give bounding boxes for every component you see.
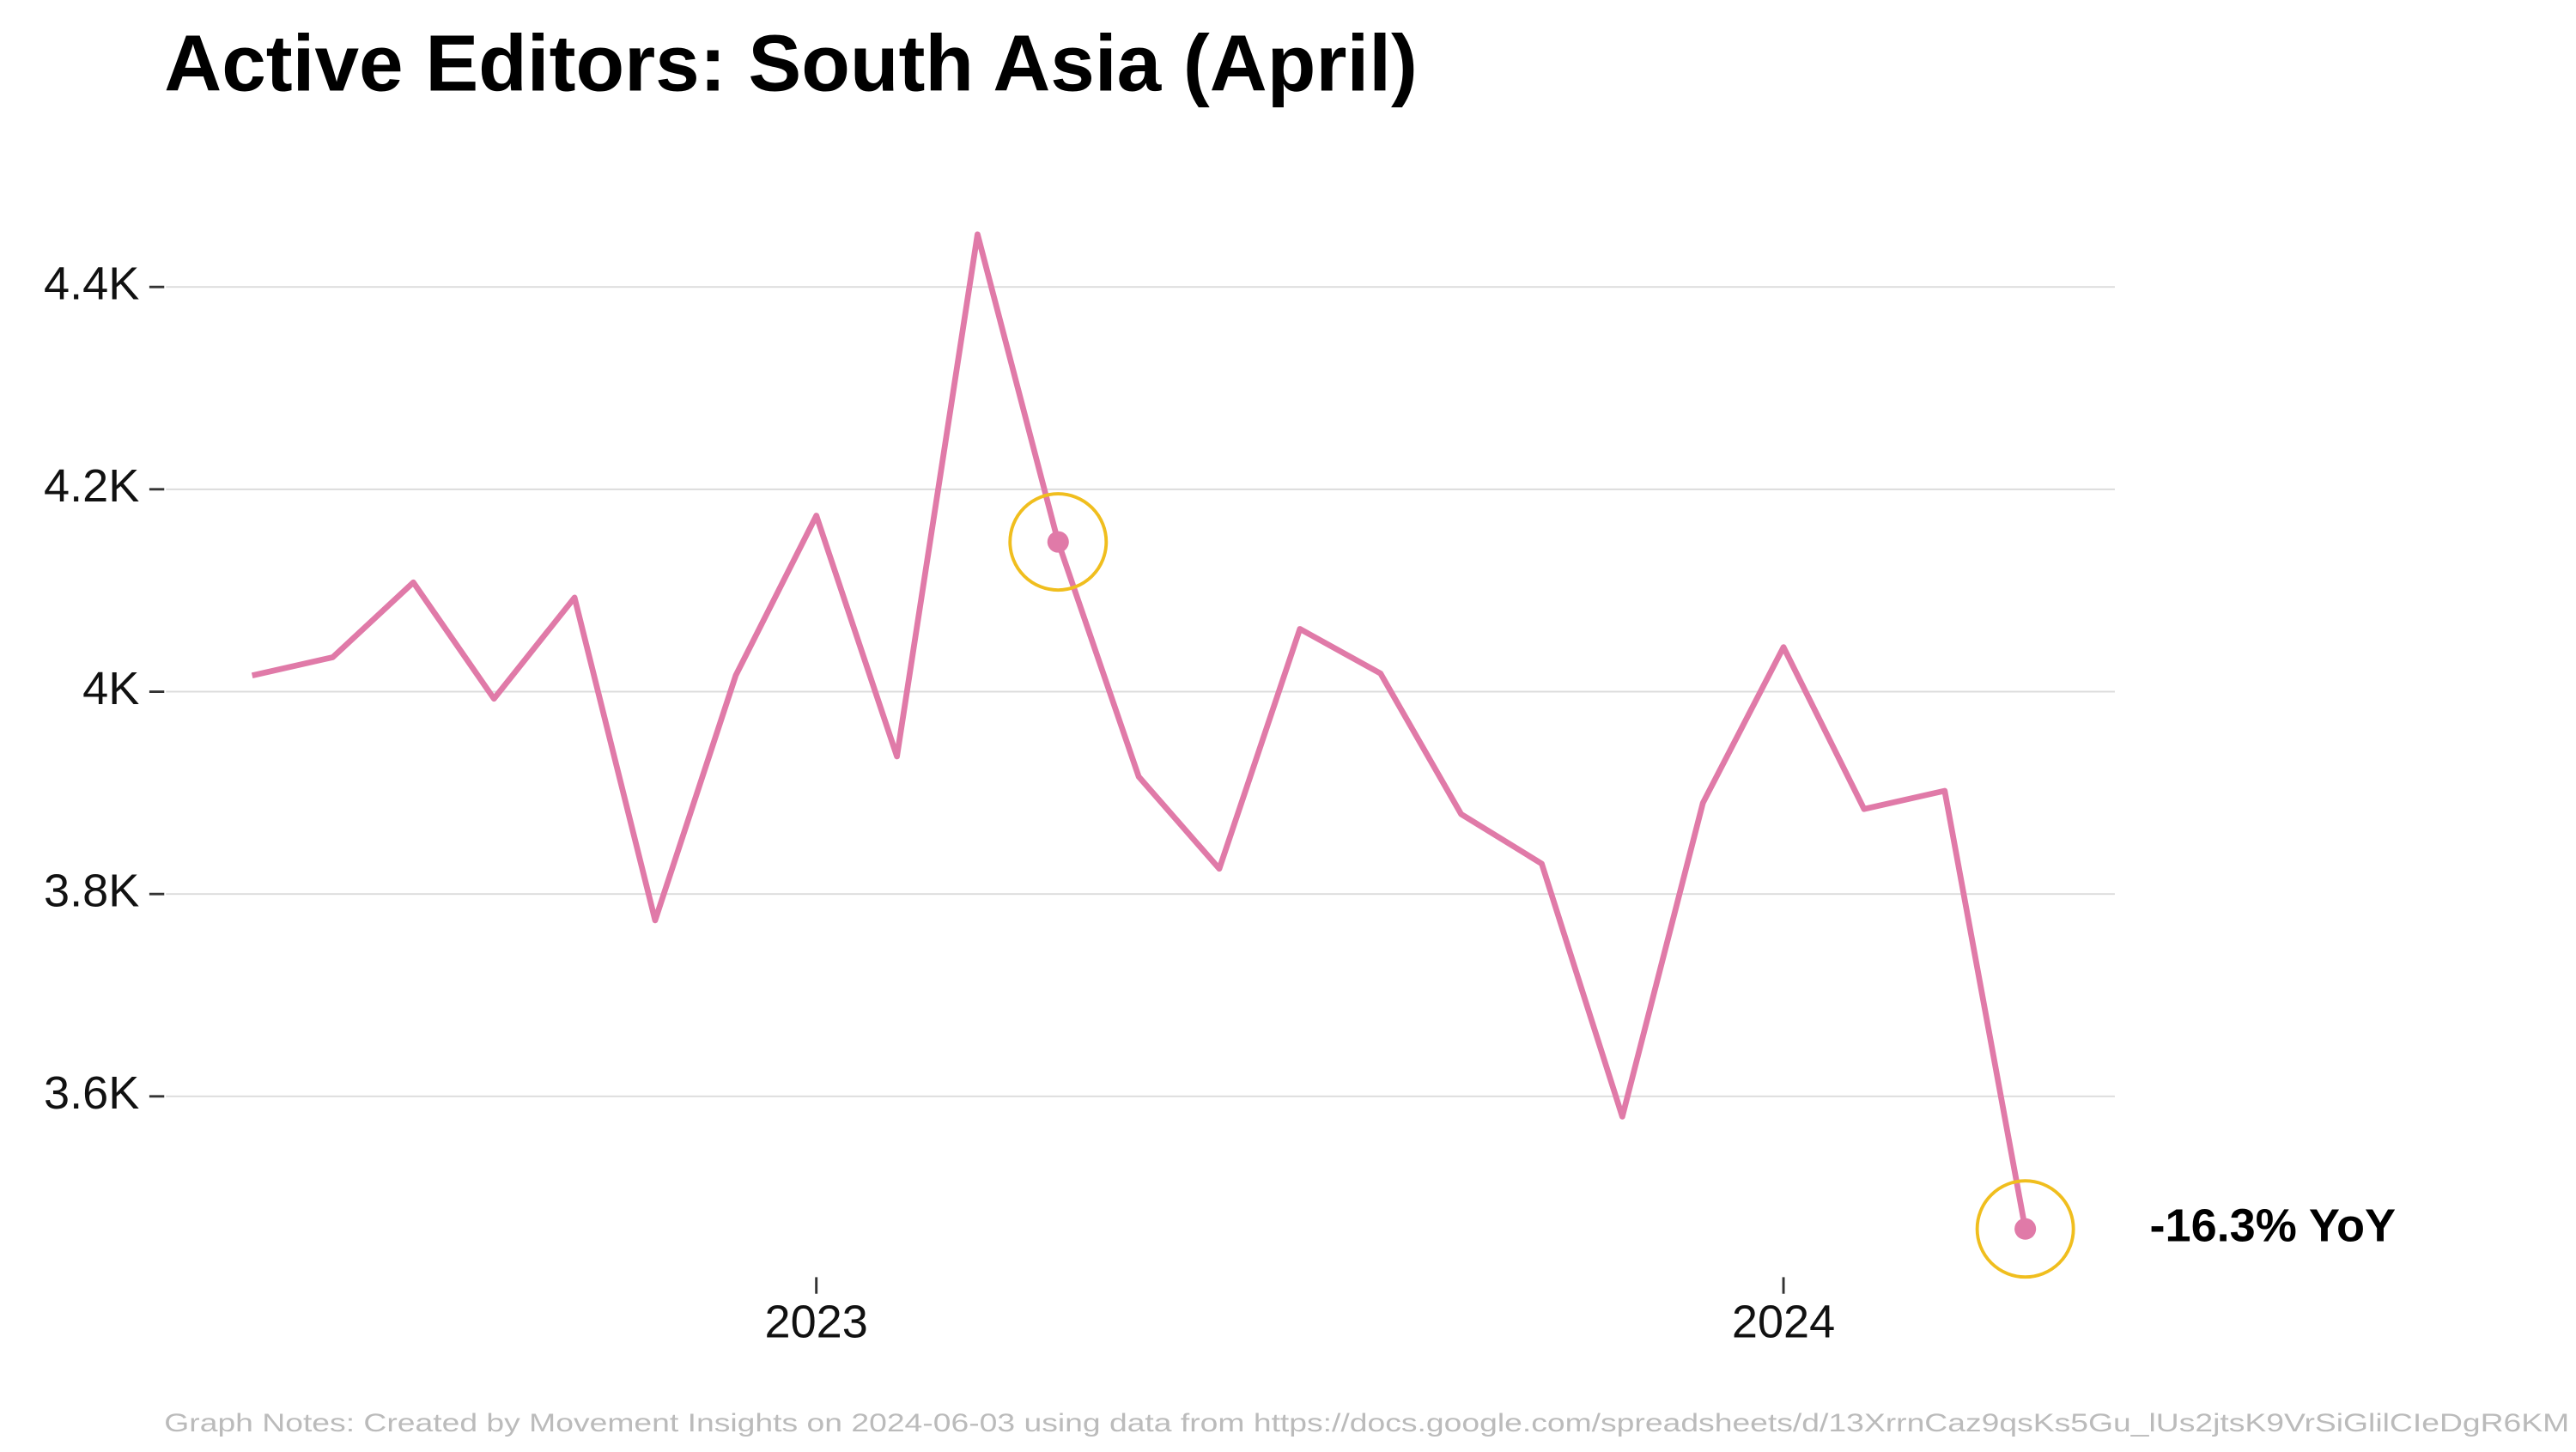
y-tick-label: 3.8K	[44, 865, 139, 916]
annotation: -16.3% YoY	[2150, 1200, 2397, 1251]
line	[251, 231, 2028, 1230]
highlight-ring	[1975, 1179, 2075, 1279]
x-tick-label: 2024	[1732, 1297, 1835, 1348]
chart-title: Active Editors: South Asia (April)	[164, 19, 1418, 108]
point	[2014, 1218, 2037, 1240]
point	[1047, 531, 1069, 553]
note: Graph Notes: Created by Movement Insight…	[164, 1409, 2569, 1437]
y-tick-label: 4K	[82, 663, 139, 714]
y-tick-label: 4.4K	[44, 258, 139, 309]
x-tick-label: 2023	[765, 1297, 868, 1348]
y-tick-label: 3.6K	[44, 1067, 139, 1119]
highlight-ring	[1008, 492, 1109, 592]
y-tick-label: 4.2K	[44, 460, 139, 512]
